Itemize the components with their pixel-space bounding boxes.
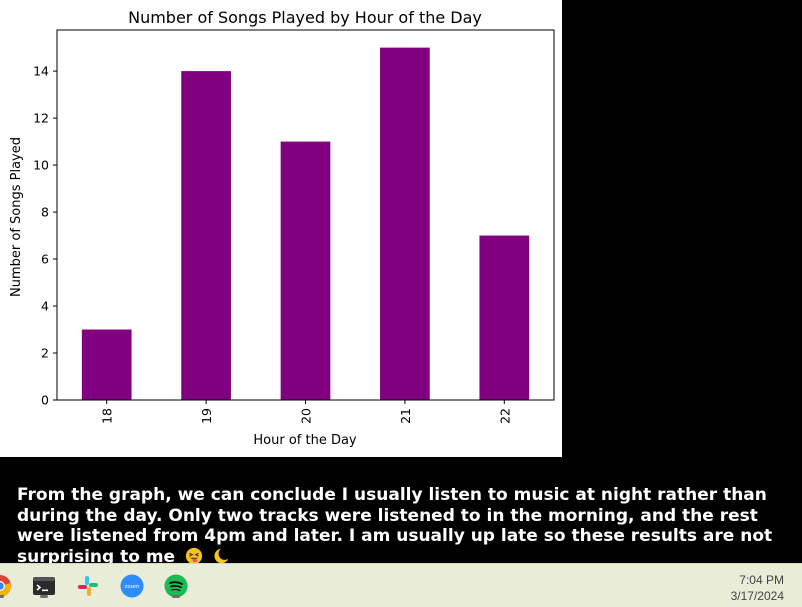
crescent-moon-icon	[214, 548, 229, 563]
taskbar-app-terminal[interactable]	[32, 574, 56, 598]
x-tick-label: 21	[398, 408, 413, 424]
y-tick-label: 6	[41, 252, 49, 267]
x-tick-label: 20	[299, 408, 314, 424]
spotify-icon	[164, 574, 188, 598]
squinting-tongue-face-icon	[185, 547, 203, 563]
x-tick-label: 19	[199, 408, 214, 424]
taskbar-app-slack[interactable]	[76, 574, 100, 598]
terminal-icon	[33, 577, 55, 595]
y-axis-label: Number of Songs Played	[9, 137, 24, 297]
x-tick-label: 22	[497, 408, 512, 424]
taskbar-app-chrome[interactable]	[0, 574, 12, 598]
y-tick-label: 12	[33, 111, 49, 126]
clock-date: 3/17/2024	[730, 589, 784, 603]
bar-19	[181, 71, 231, 400]
zoom-icon: zoom	[120, 574, 144, 598]
taskbar-app-spotify[interactable]	[164, 574, 188, 598]
running-indicator	[40, 595, 48, 598]
running-indicator	[0, 595, 4, 598]
y-tick-label: 0	[41, 393, 49, 408]
chrome-icon	[0, 575, 11, 597]
taskbar: zoom 7:04 PM 3/17/2024	[0, 563, 802, 607]
clock-time: 7:04 PM	[739, 573, 784, 587]
taskbar-app-zoom[interactable]: zoom	[120, 574, 144, 598]
bar-18	[81, 329, 132, 400]
bars-layer	[81, 47, 530, 401]
bar-chart: Number of Songs Played by Hour of the Da…	[9, 8, 555, 448]
chart-figure: Number of Songs Played by Hour of the Da…	[0, 0, 562, 457]
y-tick-label: 14	[33, 64, 49, 79]
zoom-icon-label: zoom	[125, 584, 140, 590]
x-axis-label: Hour of the Day	[253, 433, 357, 448]
conclusion-paragraph: From the graph, we can conclude I usuall…	[17, 485, 787, 563]
system-clock[interactable]: 7:04 PM 3/17/2024	[731, 572, 784, 604]
notebook-output-area: Number of Songs Played by Hour of the Da…	[0, 0, 787, 563]
conclusion-text: From the graph, we can conclude I usuall…	[17, 485, 773, 563]
x-tick-label: 18	[100, 408, 115, 424]
slack-icon	[78, 576, 98, 596]
y-axis: 0 2 4 6 8 10 12 14	[33, 64, 57, 408]
bar-20	[280, 141, 331, 401]
bar-22	[479, 235, 530, 400]
running-indicator	[172, 595, 180, 598]
y-tick-label: 4	[41, 299, 49, 314]
y-tick-label: 2	[41, 346, 49, 361]
y-tick-label: 8	[41, 205, 49, 220]
bar-21	[380, 47, 430, 400]
x-axis: 18 19 20 21 22	[100, 400, 512, 424]
chart-title: Number of Songs Played by Hour of the Da…	[128, 8, 482, 27]
y-tick-label: 10	[33, 158, 49, 173]
